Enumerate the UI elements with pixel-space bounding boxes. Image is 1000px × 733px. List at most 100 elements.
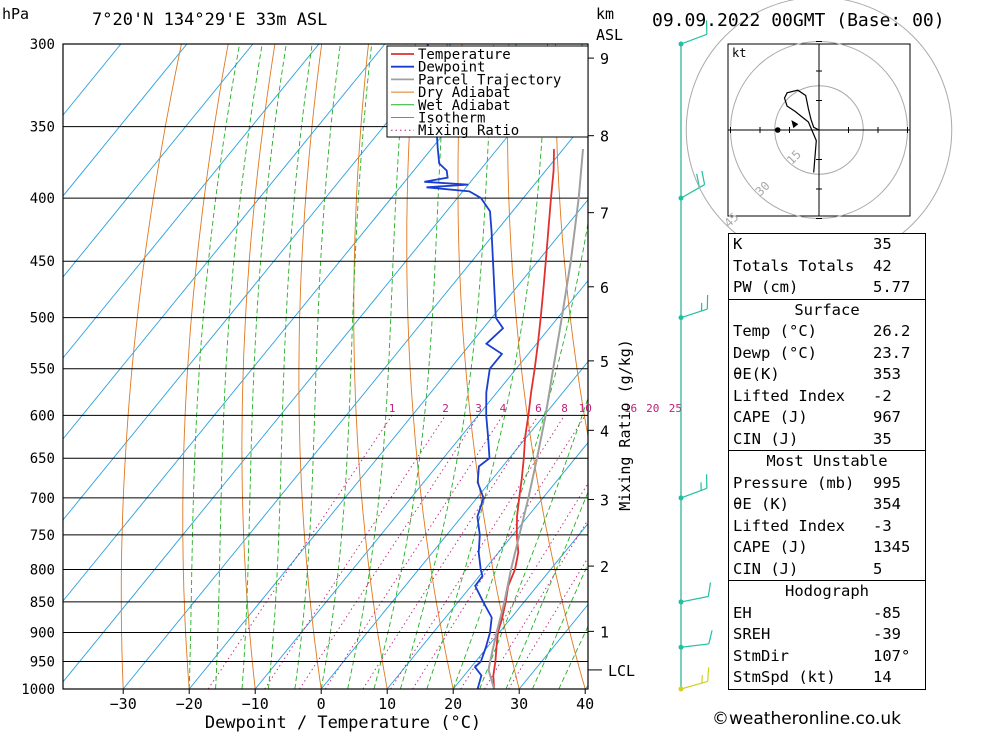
index-value: 35 (873, 235, 892, 253)
isotherm-line (254, 279, 588, 689)
dry-adiabat-line (555, 44, 588, 439)
wind-barb-feather (701, 675, 703, 684)
surface-label: Lifted Index (733, 386, 845, 405)
surface-row: CAPE (J) 967 (729, 407, 925, 429)
wind-barb (678, 20, 708, 47)
most-unstable-value: 995 (873, 473, 901, 492)
surface-value: 35 (873, 429, 892, 448)
location-label: 7°20'N 134°29'E 33m ASL (92, 10, 328, 30)
hodograph-storm-motion-arrow (791, 120, 799, 129)
wind-barb-feather (707, 667, 710, 682)
hodograph-stat-label: StmSpd (kt) (733, 668, 836, 686)
surface-value: 26.2 (873, 322, 911, 340)
mixing-ratio-label: 4 (500, 402, 507, 415)
legend-entry: Temperature (418, 47, 511, 63)
wind-barb-staff (680, 33, 708, 45)
most-unstable-label: θE (K) (733, 495, 789, 513)
surface-value: 967 (873, 408, 901, 426)
wet-adiabat-line (347, 44, 408, 689)
index-label: K (733, 235, 743, 253)
km-tick-label: 9 (600, 50, 609, 68)
most-unstable-row: θE (K) 354 (729, 494, 925, 516)
wet-adiabat-line (452, 220, 588, 689)
legend-entry: Dry Adiabat (418, 85, 511, 101)
isotherm-line (63, 44, 320, 359)
km-tick-label: 5 (600, 353, 609, 371)
km-tick-label: 2 (600, 558, 609, 576)
pressure-tick-label: 550 (30, 362, 55, 378)
mixing-ratio-line (324, 415, 504, 689)
isotherm-line (122, 118, 588, 689)
isotherm-line (188, 198, 588, 689)
parcel-trajectory-line (487, 149, 584, 689)
dry-adiabat-line (406, 44, 454, 689)
dewpoint-line (424, 44, 505, 689)
wet-adiabat-line (241, 44, 287, 689)
wind-barb-staff (680, 680, 708, 690)
dry-adiabat-line (182, 44, 229, 689)
surface-value: 23.7 (873, 343, 911, 362)
wind-barb (678, 170, 706, 201)
index-value: 5.77 (873, 278, 911, 296)
wet-adiabat-line (320, 44, 373, 689)
wind-barb-feather (696, 173, 701, 188)
wet-adiabat-line (426, 44, 548, 689)
unit-km-label: km (596, 5, 615, 23)
datetime-label: 09.09.2022 00GMT (Base: 00) (652, 10, 945, 31)
hodograph-stat-value: 107° (873, 646, 911, 665)
hodograph-stat-value: 14 (873, 668, 892, 686)
surface-label: CIN (J) (733, 429, 799, 448)
x-axis-label: Dewpoint / Temperature (°C) (205, 713, 481, 733)
x-tick-label: 30 (510, 695, 528, 713)
surface-row: Lifted Index -2 (729, 386, 925, 408)
chart-lines (63, 44, 1000, 689)
dry-adiabat-line (977, 44, 1000, 689)
most-unstable-label: Pressure (mb) (733, 473, 855, 492)
wind-barb-staff (680, 184, 705, 199)
km-tick-label: 4 (600, 422, 609, 440)
mixing-ratio-line (390, 415, 565, 689)
surface-value: 353 (873, 365, 901, 383)
wet-adiabat-line (267, 44, 313, 689)
x-tick-label: 40 (576, 695, 594, 713)
mixing-ratio-line (299, 415, 479, 689)
pressure-tick-label: 950 (30, 655, 55, 671)
isotherm-line (63, 44, 584, 683)
wind-barb (678, 667, 710, 692)
km-tick-label: 6 (600, 279, 609, 297)
index-label: Totals Totals (733, 256, 855, 275)
surface-label: Dewp (°C) (733, 343, 817, 362)
wind-barb-feather (708, 630, 713, 645)
isotherm-line (452, 522, 588, 689)
mixing-ratio-label: 25 (669, 402, 682, 415)
most-unstable-value: -3 (873, 516, 892, 535)
pressure-tick-label: 400 (30, 191, 55, 207)
surface-row: CIN (J) 35 (729, 429, 925, 451)
index-row: PW (cm) 5.77 (729, 277, 925, 299)
legend-entry: Dewpoint (418, 60, 485, 76)
mixing-ratio-label: 3 (475, 402, 482, 415)
surface-label: θE(K) (733, 365, 780, 383)
isotherm-line (63, 44, 386, 440)
most-unstable-title: Most Unstable (729, 450, 925, 473)
wind-barb-staff (680, 595, 709, 603)
km-tick-label: 8 (600, 128, 609, 146)
dry-adiabat-line (930, 44, 1000, 689)
wet-adiabat-line (505, 490, 588, 689)
x-tick-label: −10 (242, 695, 269, 713)
wind-profile (678, 20, 713, 692)
dry-adiabat-line (120, 44, 182, 689)
pressure-tick-label: 1000 (21, 682, 55, 698)
wet-adiabat-line (294, 44, 341, 689)
surface-value: -2 (873, 386, 892, 405)
wind-barb (678, 295, 709, 321)
wind-barb-feather (707, 582, 712, 597)
most-unstable-label: Lifted Index (733, 516, 845, 535)
pressure-tick-label: 800 (30, 562, 55, 578)
mixing-ratio-label: 20 (646, 402, 659, 415)
surface-row: Dewp (°C) 23.7 (729, 343, 925, 365)
most-unstable-value: 354 (873, 495, 901, 513)
pressure-tick-label: 850 (30, 595, 55, 611)
